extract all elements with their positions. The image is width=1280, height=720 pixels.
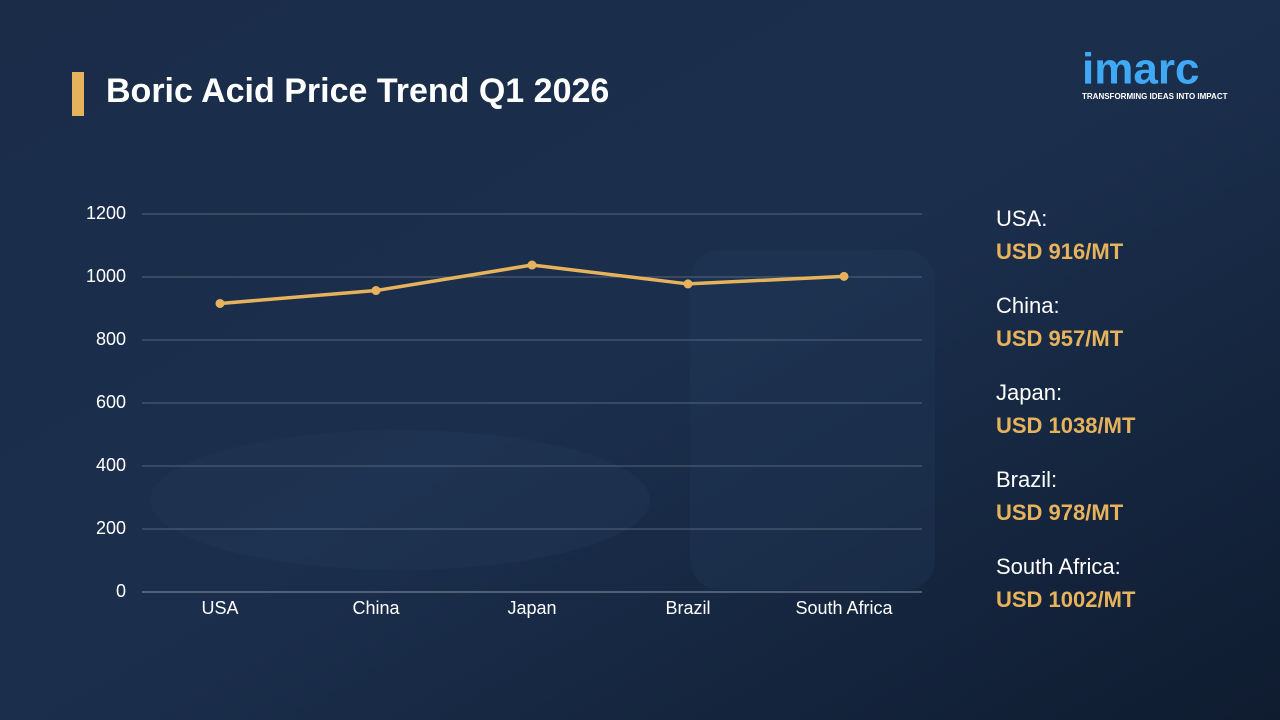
panel-price: USD 916/MT xyxy=(996,239,1124,264)
logo-tagline: TRANSFORMING IDEAS INTO IMPACT xyxy=(1082,92,1228,101)
x-tick-label: USA xyxy=(201,598,238,618)
y-tick-label: 200 xyxy=(96,518,126,538)
y-tick-label: 1200 xyxy=(86,203,126,223)
y-tick-label: 0 xyxy=(116,581,126,601)
backdrop-shape xyxy=(150,430,650,570)
y-tick-label: 800 xyxy=(96,329,126,349)
price-point xyxy=(215,298,225,308)
price-point xyxy=(839,271,849,281)
panel-region: USA: xyxy=(996,206,1047,231)
panel-price: USD 957/MT xyxy=(996,326,1124,351)
price-point xyxy=(683,279,693,289)
x-tick-label: South Africa xyxy=(795,598,893,618)
x-tick-label: Brazil xyxy=(665,598,710,618)
y-tick-label: 600 xyxy=(96,392,126,412)
panel-region: South Africa: xyxy=(996,554,1121,579)
y-tick-label: 400 xyxy=(96,455,126,475)
x-tick-label: Japan xyxy=(507,598,556,618)
panel-price: USD 978/MT xyxy=(996,500,1124,525)
panel-price: USD 1002/MT xyxy=(996,587,1136,612)
title-accent xyxy=(72,72,84,116)
panel-region: Brazil: xyxy=(996,467,1057,492)
price-point xyxy=(527,260,537,270)
price-point xyxy=(371,286,381,296)
backdrop-shape xyxy=(690,250,935,590)
panel-region: China: xyxy=(996,293,1060,318)
y-tick-label: 1000 xyxy=(86,266,126,286)
x-tick-label: China xyxy=(352,598,400,618)
chart-title: Boric Acid Price Trend Q1 2026 xyxy=(106,72,609,110)
panel-region: Japan: xyxy=(996,380,1062,405)
panel-price: USD 1038/MT xyxy=(996,413,1136,438)
logo-name: imarc xyxy=(1082,45,1199,94)
